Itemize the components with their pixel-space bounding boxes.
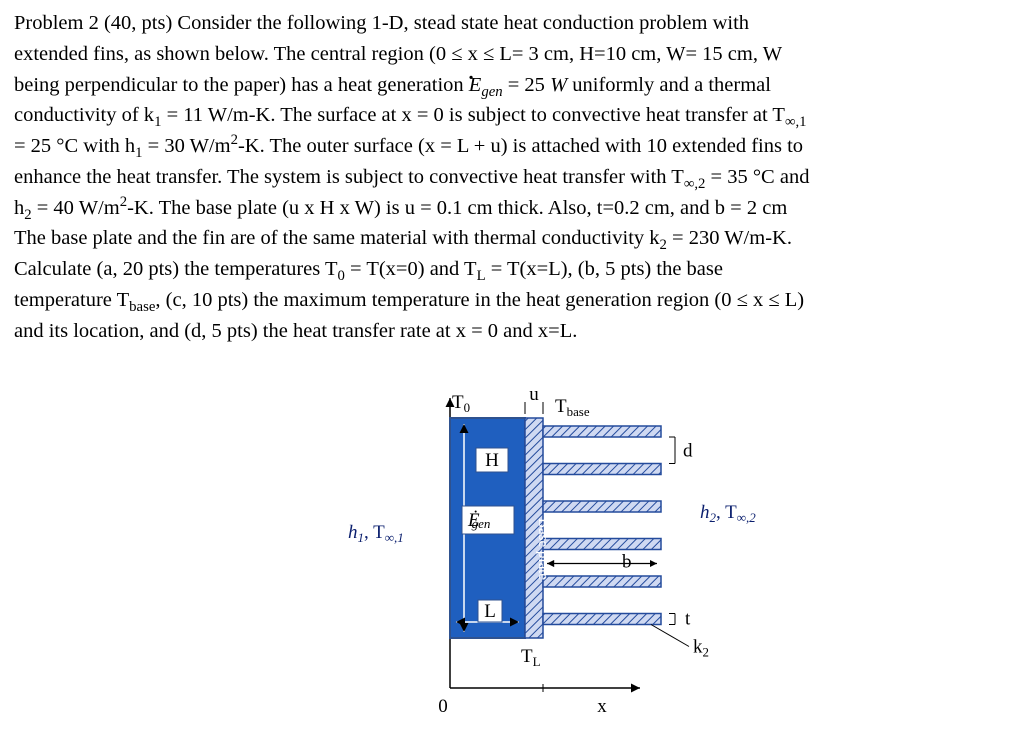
svg-text:Base plate: Base plate bbox=[535, 518, 551, 580]
svg-text:h1, T∞,1: h1, T∞,1 bbox=[348, 522, 404, 545]
line3b: = 25 bbox=[503, 74, 550, 96]
svg-text:Tbase: Tbase bbox=[555, 396, 590, 419]
line6a: enhance the heat transfer. The system is… bbox=[14, 166, 684, 188]
svg-text:b: b bbox=[622, 552, 632, 573]
svg-text:T0: T0 bbox=[452, 392, 470, 415]
svg-text:x: x bbox=[597, 696, 607, 717]
line5-sup: 2 bbox=[231, 132, 238, 148]
line9-sub2: L bbox=[477, 268, 486, 284]
problem-statement: Problem 2 (40, pts) Consider the followi… bbox=[14, 8, 1010, 346]
svg-text:0: 0 bbox=[438, 696, 448, 717]
svg-text:k2: k2 bbox=[693, 637, 709, 660]
svg-text:h2, T∞,2: h2, T∞,2 bbox=[700, 502, 756, 525]
line10b: , (c, 10 pts) the maximum temperature in… bbox=[155, 289, 804, 311]
svg-text:u: u bbox=[529, 384, 539, 405]
svg-text:t: t bbox=[685, 609, 691, 630]
svg-text:H: H bbox=[485, 450, 499, 471]
line3c: uniformly and a thermal bbox=[567, 74, 771, 96]
line8a: The base plate and the fin are of the sa… bbox=[14, 227, 660, 249]
line5-sub1: 1 bbox=[135, 145, 142, 161]
line3-W: W bbox=[550, 74, 567, 96]
line7-sup: 2 bbox=[120, 194, 127, 210]
line6-sub: ∞,2 bbox=[684, 176, 706, 192]
line4a: conductivity of k bbox=[14, 104, 154, 126]
line1: Problem 2 (40, pts) Consider the followi… bbox=[14, 12, 749, 34]
line10-sub: base bbox=[129, 299, 155, 315]
line11: and its location, and (d, 5 pts) the hea… bbox=[14, 320, 577, 342]
line2: extended fins, as shown below. The centr… bbox=[14, 43, 782, 65]
egen-symbol: E bbox=[469, 70, 482, 101]
line8-sub: 2 bbox=[660, 237, 667, 253]
svg-text:L: L bbox=[484, 601, 496, 622]
line7c: -K. The base plate (u x H x W) is u = 0.… bbox=[127, 197, 787, 219]
line7a: h bbox=[14, 197, 24, 219]
line9c: = T(x=L), (b, 5 pts) the base bbox=[486, 258, 723, 280]
svg-text:TL: TL bbox=[521, 646, 541, 669]
line5a: = 25 °C with h bbox=[14, 135, 135, 157]
line3a: being perpendicular to the paper) has a … bbox=[14, 74, 469, 96]
fin-diagram: 0xHĖgenLBase plateT0uTbaseTLh1, T∞,1h2,… bbox=[330, 378, 830, 738]
line4b: = 11 W/m-K. The surface at x = 0 is subj… bbox=[161, 104, 785, 126]
line5c: -K. The outer surface (x = L + u) is att… bbox=[238, 135, 803, 157]
svg-text:d: d bbox=[683, 440, 693, 461]
line9a: Calculate (a, 20 pts) the temperatures T bbox=[14, 258, 338, 280]
line4-sub2: ∞,1 bbox=[785, 114, 807, 130]
line10a: temperature T bbox=[14, 289, 129, 311]
line7-sub1: 2 bbox=[24, 207, 31, 223]
line7b: = 40 W/m bbox=[32, 197, 120, 219]
line9-sub1: 0 bbox=[338, 268, 345, 284]
line9b: = T(x=0) and T bbox=[345, 258, 477, 280]
line5b: = 30 W/m bbox=[143, 135, 231, 157]
egen-sub: gen bbox=[481, 84, 502, 100]
line6b: = 35 °C and bbox=[705, 166, 809, 188]
line8b: = 230 W/m-K. bbox=[667, 227, 792, 249]
